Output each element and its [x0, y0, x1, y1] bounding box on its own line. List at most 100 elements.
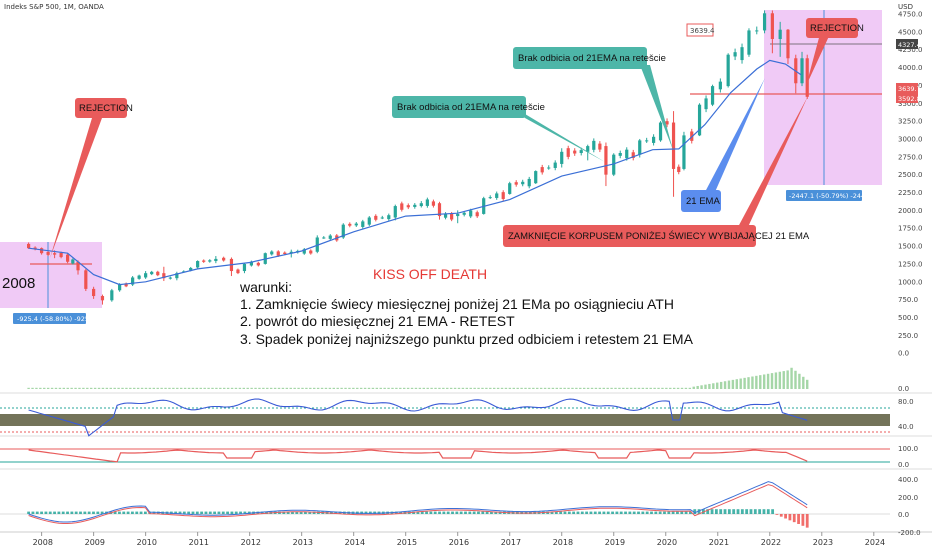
volume-bar-162 [661, 387, 664, 389]
callout-rejection-2008: REJECTION [79, 103, 133, 114]
macd-hist-bar-64 [304, 511, 307, 514]
macd-hist-bar-161 [723, 509, 727, 514]
volume-bar-34 [160, 387, 163, 389]
macd-hist-bar-1 [31, 511, 35, 514]
candle-f52 [573, 150, 577, 154]
callout-pointer-rejection-2022 [806, 34, 830, 86]
volume-bar-38 [176, 387, 179, 389]
macd-hist-bar-26 [139, 511, 143, 514]
candle-f42 [488, 197, 492, 199]
volume-bar-81 [344, 387, 347, 389]
volume-bar-97 [406, 387, 410, 389]
volume-bar-33 [156, 387, 159, 389]
volume-bar-123 [508, 387, 512, 389]
volume-bar-128 [528, 387, 531, 389]
candle-f53 [579, 150, 583, 154]
macd-hist-bar-142 [641, 511, 645, 514]
price-tag-4327-box [896, 39, 918, 49]
volume-bar-177 [719, 381, 723, 389]
kiss-off-death-title: KISS OFF DEATH [373, 266, 487, 282]
macd-hist-bar-46 [226, 511, 229, 514]
macd-hist-bar-92 [425, 511, 428, 514]
macd-hist-bar-91 [420, 511, 424, 514]
volume-bar-98 [410, 387, 414, 389]
volume-bar-96 [403, 387, 406, 389]
volume-bar-36 [168, 387, 171, 389]
volume-bar-106 [442, 387, 445, 389]
candle-15 [214, 258, 218, 262]
candle-f28 [361, 221, 365, 227]
volume-bar-57 [250, 387, 253, 389]
macd-hist-bar-125 [567, 511, 571, 514]
volume-bar-79 [336, 387, 339, 389]
macd-hist-bar-48 [234, 511, 238, 514]
macd-hist-bar-132 [598, 511, 601, 514]
candle-48 [805, 58, 809, 97]
macd-hist-bar-14 [87, 511, 91, 514]
candle-f4 [124, 283, 128, 287]
macd-hist-bar-101 [464, 511, 467, 514]
macd-hist-bar-85 [394, 511, 398, 514]
volume-bar-125 [516, 387, 519, 389]
volume-bar-183 [743, 377, 746, 389]
volume-bar-105 [438, 387, 441, 389]
macd-hist-bar-179 [801, 514, 805, 526]
volume-bar-4 [43, 387, 46, 389]
macd-hist-bar-169 [758, 509, 762, 514]
callout-box-rejection-2008 [75, 98, 127, 118]
candle-14 [196, 261, 200, 268]
condition-3: 3. Spadek poniżej najniższego punktu prz… [240, 331, 694, 347]
macd-hist-bar-94 [433, 511, 437, 514]
volume-bar-113 [469, 387, 472, 389]
macd-hist-bar-96 [442, 511, 446, 514]
volume-bar-62 [269, 387, 273, 389]
candle-6 [92, 288, 96, 297]
candle-f68 [755, 30, 759, 32]
macd-hist-bar-49 [239, 511, 242, 514]
volume-bar-182 [739, 378, 742, 389]
macd-hist-bar-151 [680, 511, 684, 514]
volume-bar-46 [207, 387, 210, 389]
macd-hist-bar-86 [399, 511, 403, 514]
macd-hist-bar-34 [174, 511, 178, 514]
volume-bar-137 [563, 387, 566, 389]
year-label-2008: 2008 [2, 275, 35, 292]
candle-f32 [400, 203, 404, 210]
volume-bar-49 [219, 387, 222, 389]
macd-hist-bar-16 [96, 511, 100, 514]
candle-f24 [328, 235, 332, 239]
volume-bar-126 [520, 387, 523, 389]
volume-pane [27, 367, 809, 389]
candle-f50 [553, 162, 557, 168]
candle-f54 [592, 140, 596, 150]
volume-bar-91 [383, 387, 386, 389]
volume-bar-142 [582, 387, 586, 389]
stoch-line [28, 449, 808, 463]
macd-hist-bar-147 [663, 511, 666, 514]
volume-bar-141 [579, 387, 582, 389]
volume-bar-51 [226, 387, 230, 389]
volume-bar-180 [731, 379, 735, 389]
price-tick-12: 1750.0 [898, 225, 923, 233]
volume-bar-179 [727, 380, 731, 389]
volume-bar-167 [680, 387, 684, 389]
volume-bar-83 [352, 387, 355, 389]
macd-hist-bar-60 [286, 511, 290, 514]
callout-box-rejection-2022 [806, 18, 858, 38]
macd-hist-bar-167 [749, 509, 753, 514]
rsi-tick-40: 40.0 [898, 423, 914, 431]
price-tick-7: 3000.0 [898, 135, 923, 143]
candle-f29 [374, 215, 378, 220]
macd-hist-bar-160 [719, 509, 723, 514]
volume-bar-152 [622, 387, 625, 389]
volume-bar-160 [653, 387, 656, 389]
macd-hist-bar-40 [200, 511, 204, 514]
x-tick-2: 2010 [137, 538, 157, 547]
macd-hist-bar-43 [213, 511, 217, 514]
candle-f18 [276, 251, 280, 256]
price-tick-8: 2750.0 [898, 153, 923, 161]
volume-bar-24 [121, 387, 124, 389]
price-tick-0: 4750.0 [898, 11, 923, 19]
candle-f3 [71, 259, 75, 264]
x-tick-16: 2024 [865, 538, 885, 547]
